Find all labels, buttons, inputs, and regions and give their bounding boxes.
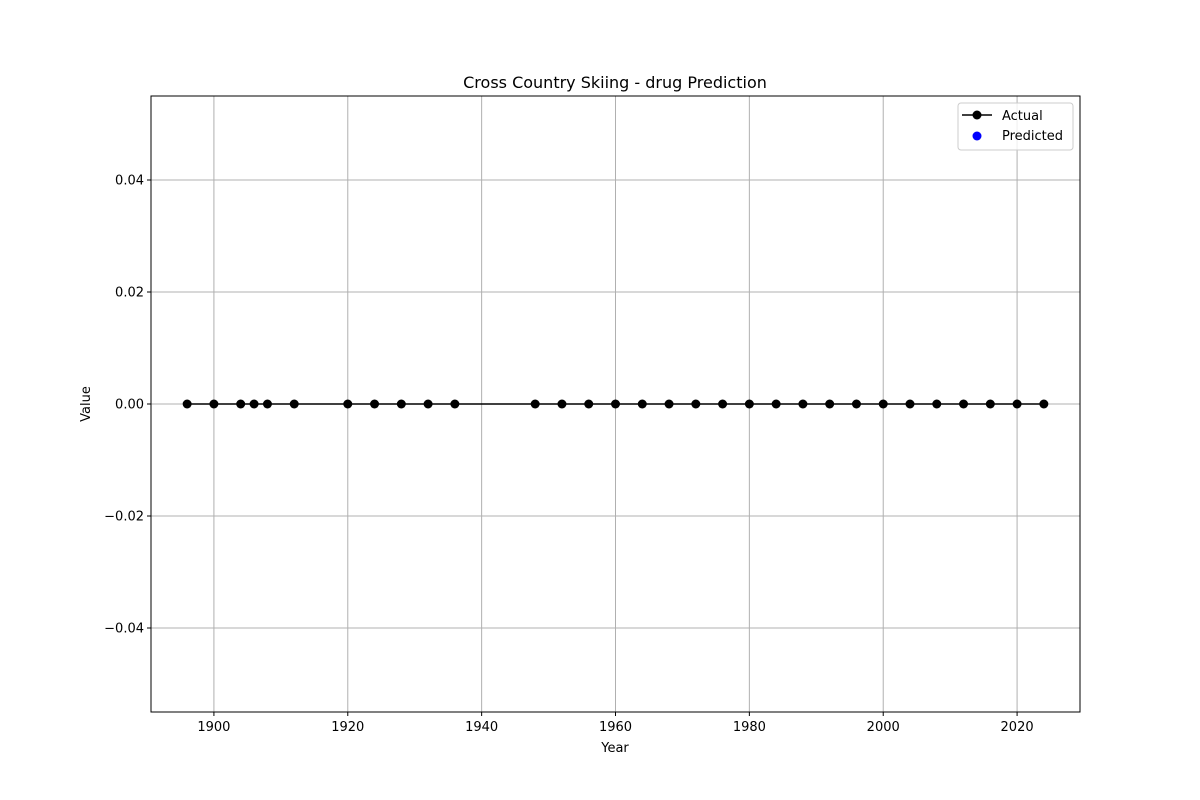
actual-data-point — [1012, 399, 1022, 409]
actual-data-point — [530, 399, 540, 409]
x-tick-label: 1900 — [197, 720, 230, 735]
actual-data-point — [959, 399, 969, 409]
actual-data-point — [450, 399, 460, 409]
x-axis-label: Year — [600, 741, 629, 756]
actual-data-point — [370, 399, 380, 409]
x-tick-label: 1960 — [599, 720, 632, 735]
actual-data-point — [825, 399, 835, 409]
actual-data-point — [611, 399, 620, 409]
actual-data-point — [423, 399, 433, 409]
actual-data-point — [557, 399, 567, 409]
actual-data-point — [744, 399, 754, 409]
actual-data-point — [664, 399, 674, 409]
actual-data-point — [396, 399, 406, 409]
y-tick-label: 0.04 — [115, 174, 144, 189]
actual-data-point — [289, 399, 299, 409]
y-tick-label: −0.02 — [104, 510, 144, 525]
y-tick-label: −0.04 — [104, 622, 144, 637]
actual-data-point — [691, 399, 701, 409]
axis-ticks: 1900 1920 1940 1960 1980 2000 2020 −0.04 −0.02 0.… — [104, 174, 1033, 736]
actual-data-point — [262, 399, 272, 409]
actual-data-point — [851, 399, 861, 409]
legend: Actual Predicted — [957, 102, 1074, 151]
chart-title: Cross Country Skiing - drug Prediction — [463, 73, 767, 92]
plot-frame — [150, 95, 1081, 713]
actual-data-point — [1039, 399, 1049, 409]
actual-data-point — [584, 399, 594, 409]
legend-predicted-marker — [972, 131, 982, 141]
x-tick-label: 1980 — [733, 720, 766, 735]
x-tick-label: 2000 — [867, 720, 900, 735]
legend-label-predicted: Predicted — [1002, 129, 1063, 144]
actual-data-point — [718, 399, 728, 409]
actual-data-point — [985, 399, 995, 409]
actual-data-point — [637, 399, 647, 409]
x-tick-label: 1920 — [331, 720, 364, 735]
actual-data-point — [932, 399, 942, 409]
actual-data-point — [878, 399, 888, 409]
actual-data-point — [343, 399, 353, 409]
actual-data-point — [182, 399, 192, 409]
legend-actual-marker — [972, 110, 982, 120]
y-axis-label: Value — [79, 386, 94, 422]
series-layer — [182, 399, 1049, 409]
actual-data-point — [771, 399, 781, 409]
actual-data-point — [905, 399, 915, 409]
y-tick-label: 0.00 — [115, 398, 144, 413]
legend-label-actual: Actual — [1002, 109, 1043, 124]
actual-data-point — [249, 399, 259, 409]
y-tick-label: 0.02 — [115, 286, 144, 301]
actual-data-point — [236, 399, 246, 409]
x-tick-label: 1940 — [465, 720, 498, 735]
x-tick-label: 2020 — [1001, 720, 1034, 735]
actual-data-point — [209, 399, 219, 409]
actual-data-point — [798, 399, 808, 409]
